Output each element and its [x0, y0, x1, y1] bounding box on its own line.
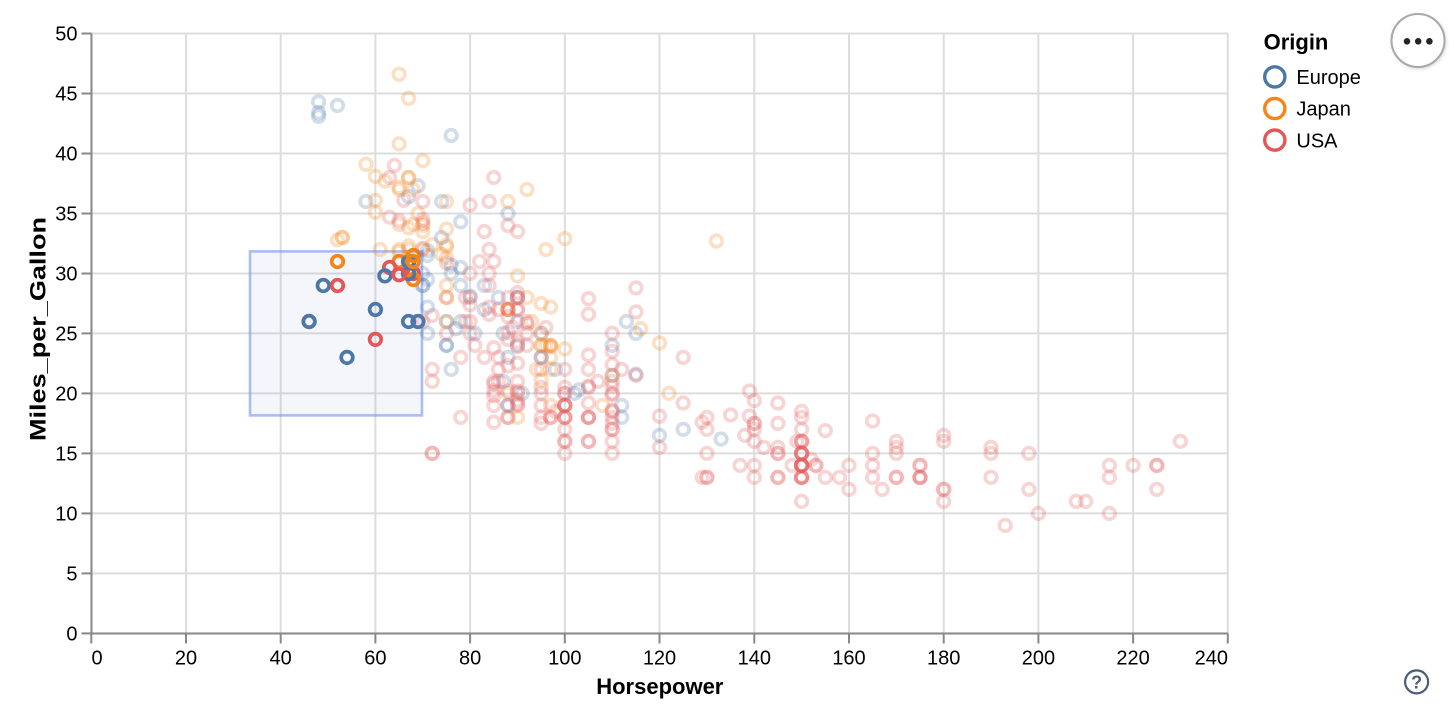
svg-text:220: 220: [1116, 648, 1149, 670]
svg-text:80: 80: [459, 648, 481, 670]
svg-text:10: 10: [55, 503, 77, 525]
svg-text:0: 0: [92, 648, 103, 670]
svg-text:120: 120: [643, 648, 676, 670]
svg-text:0: 0: [66, 623, 77, 645]
svg-text:Origin: Origin: [1264, 29, 1329, 54]
svg-text:Japan: Japan: [1296, 99, 1351, 121]
svg-text:USA: USA: [1296, 130, 1338, 152]
svg-text:40: 40: [55, 144, 77, 166]
svg-text:40: 40: [270, 648, 292, 670]
svg-text:35: 35: [55, 204, 77, 226]
svg-text:100: 100: [548, 648, 581, 670]
svg-text:140: 140: [738, 648, 771, 670]
svg-text:?: ?: [1411, 672, 1422, 692]
svg-text:200: 200: [1022, 648, 1055, 670]
svg-text:Horsepower: Horsepower: [596, 674, 724, 699]
svg-text:20: 20: [175, 648, 197, 670]
svg-text:160: 160: [832, 648, 865, 670]
svg-text:5: 5: [66, 563, 77, 585]
svg-text:30: 30: [55, 264, 77, 286]
svg-text:15: 15: [55, 443, 77, 465]
svg-text:50: 50: [55, 24, 77, 46]
svg-text:25: 25: [55, 323, 77, 345]
svg-text:180: 180: [927, 648, 960, 670]
svg-text:Miles_per_Gallon: Miles_per_Gallon: [25, 217, 50, 441]
svg-text:60: 60: [364, 648, 386, 670]
svg-text:45: 45: [55, 84, 77, 106]
svg-text:240: 240: [1195, 648, 1228, 670]
svg-text:20: 20: [55, 383, 77, 405]
svg-text:Europe: Europe: [1296, 67, 1361, 89]
